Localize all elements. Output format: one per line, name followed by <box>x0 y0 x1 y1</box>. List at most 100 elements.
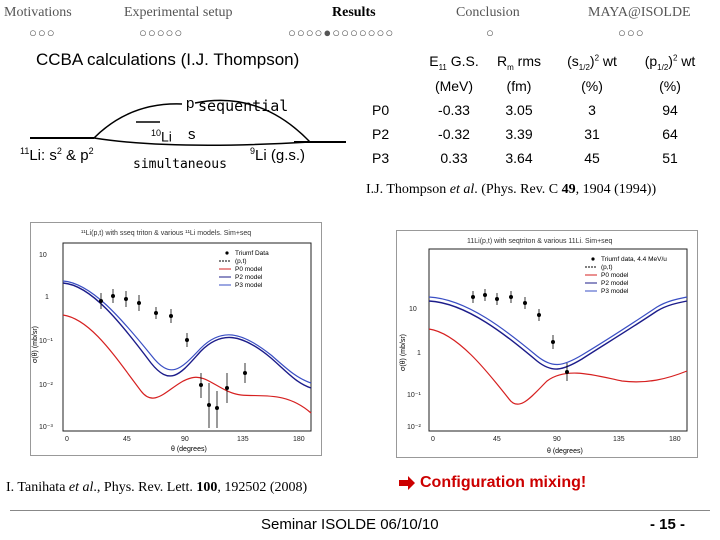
configuration-mixing-text: Configuration mixing! <box>420 474 587 491</box>
plot-left-curve-p0 <box>62 314 312 414</box>
table-cell: 3.39 <box>505 126 533 142</box>
diagram-sequential-label: sequential <box>198 97 289 115</box>
xtick: 180 <box>293 436 305 443</box>
plot-left-curve-p3 <box>62 280 312 384</box>
xtick: 135 <box>613 436 625 443</box>
table-cell: 31 <box>584 126 600 142</box>
data-point <box>214 405 219 410</box>
plot-left-legend: Triumf Data (p,t) P0 model P2 model P3 m… <box>219 250 269 289</box>
plot-left-xlabel: θ (degrees) <box>171 446 207 453</box>
table-cell: 3.64 <box>505 150 533 166</box>
ytick: 1 <box>45 294 49 301</box>
xtick: 90 <box>553 436 561 443</box>
data-point <box>564 369 569 374</box>
diagram-li11-label: 11Li: s2 & p2 <box>20 146 94 164</box>
nav-dots-conclusion: ○ <box>486 25 495 40</box>
cite-tanihata-post: , 192502 (2008) <box>217 480 308 495</box>
table-unit: (%) <box>659 78 681 94</box>
plot-right: 11Li(p,t) with seqtriton & various 11Li.… <box>396 230 698 458</box>
page-title: CCBA calculations (I.J. Thompson) <box>36 50 300 69</box>
table-header-p-wt-label: wt <box>677 52 696 69</box>
legend-p0-label: P0 model <box>235 266 263 273</box>
plot-left-frame <box>62 242 312 432</box>
legend-data-label: Triumf Data <box>235 250 269 257</box>
nav-dots-motivations: ○○○ <box>29 25 56 40</box>
plot-right-frame <box>428 248 688 432</box>
data-point <box>550 340 555 345</box>
diagram-amp-p: & p <box>61 147 89 164</box>
cite-tanihata-vol: 100 <box>196 480 218 495</box>
plot-right-ylabel: σ(θ) (mb/sr) <box>400 334 407 371</box>
data-point <box>137 301 142 306</box>
plot-left-data-points <box>99 289 247 428</box>
configuration-mixing: Configuration mixing! <box>398 474 586 492</box>
table-cell: -0.33 <box>438 102 470 118</box>
plot-right-svg: 11Li(p,t) with seqtriton & various 11Li.… <box>400 238 688 455</box>
nav-dots-maya: ○○○ <box>618 25 645 40</box>
table-header-e-sub: 11 <box>438 62 447 72</box>
data-point <box>154 311 159 316</box>
ytick: 10⁻¹ <box>39 338 53 345</box>
legend-p0-label: P0 model <box>601 272 629 279</box>
table-header-s-pre: (s <box>567 52 579 69</box>
ytick: 10 <box>39 252 47 259</box>
ytick: 10 <box>409 306 417 313</box>
plot-left-svg: ¹¹Li(p,t) with sseq triton & various ¹¹L… <box>32 230 312 453</box>
legend-p3-label: P3 model <box>235 282 263 289</box>
ytick: 10⁻² <box>407 424 421 431</box>
cite-tanihata-pre: I. Tanihata <box>6 480 69 495</box>
diagram-li9-label: 9Li (g.s.) <box>250 146 305 164</box>
table-header-p-sup: 2 <box>672 52 678 62</box>
table-cell: 3.05 <box>505 102 533 118</box>
ytick: 1 <box>417 350 421 357</box>
table-units-row: (MeV) (fm) (%) (%) <box>372 74 708 98</box>
diagram-lower-path <box>93 137 311 146</box>
table-header-e11: E11 G.S. <box>422 50 486 74</box>
table-header-s-wt-label: wt <box>599 52 617 69</box>
cite-tanihata-etal: et al <box>68 480 94 495</box>
xtick: 0 <box>431 436 435 443</box>
nav-conclusion[interactable]: Conclusion <box>456 5 520 20</box>
data-point <box>206 402 211 407</box>
table-cell: 3 <box>588 102 596 118</box>
table-unit: (%) <box>581 78 603 94</box>
xtick: 45 <box>493 436 501 443</box>
table-header-p-wt: (p1/2)2 wt <box>632 50 708 74</box>
nav-results[interactable]: Results <box>332 5 376 20</box>
diagram-li9-mass: 9 <box>250 146 256 156</box>
table-header-s-wt: (s1/2)2 wt <box>552 50 632 74</box>
table-cell: 94 <box>662 102 678 118</box>
nav-maya[interactable]: MAYA@ISOLDE <box>588 5 691 20</box>
table-header-s-post: ) <box>589 52 595 69</box>
nav-motivations[interactable]: Motivations <box>4 5 72 20</box>
table-header-rms: rms <box>513 52 541 69</box>
table-units-corner <box>372 74 422 98</box>
arrow-right-icon <box>399 475 415 490</box>
cite-tanihata-mid: ., Phys. Rev. Lett. <box>93 480 197 495</box>
nav-dots-setup: ○○○○○ <box>139 25 184 40</box>
table-unit: (fm) <box>506 78 532 94</box>
table-unit: (MeV) <box>434 78 474 94</box>
table-header-p-pre: (p <box>644 52 658 69</box>
table-cell: 0.33 <box>440 150 468 166</box>
diagram-s-label: s <box>188 126 196 143</box>
plot-right-curve-p2 <box>428 300 688 370</box>
ytick: 10⁻² <box>39 382 53 389</box>
table-header-rm-sub: m <box>507 62 514 72</box>
cite-thompson-pre: I.J. Thompson <box>366 182 450 197</box>
data-point <box>184 338 189 343</box>
data-point <box>124 297 129 302</box>
plot-left-title: ¹¹Li(p,t) with sseq triton & various ¹¹L… <box>81 230 251 237</box>
nav-experimental-setup[interactable]: Experimental setup <box>124 5 233 20</box>
plot-left-ylabel: σ(θ) (mb/sr) <box>32 326 39 363</box>
legend-p2-label: P2 model <box>601 280 629 287</box>
diagram-p-label: p <box>186 95 195 112</box>
data-point <box>198 382 203 387</box>
plot-left: ¹¹Li(p,t) with sseq triton & various ¹¹L… <box>30 222 322 456</box>
xtick: 135 <box>237 436 249 443</box>
cite-thompson-post: , 1904 (1994)) <box>575 182 657 197</box>
plot-right-legend: Triumf data, 4.4 MeV/u (p,t) P0 model P2… <box>585 256 667 295</box>
table-row: P2 -0.32 3.39 31 64 <box>372 122 708 146</box>
table-row: P3 0.33 3.64 45 51 <box>372 146 708 170</box>
data-point <box>99 299 104 304</box>
